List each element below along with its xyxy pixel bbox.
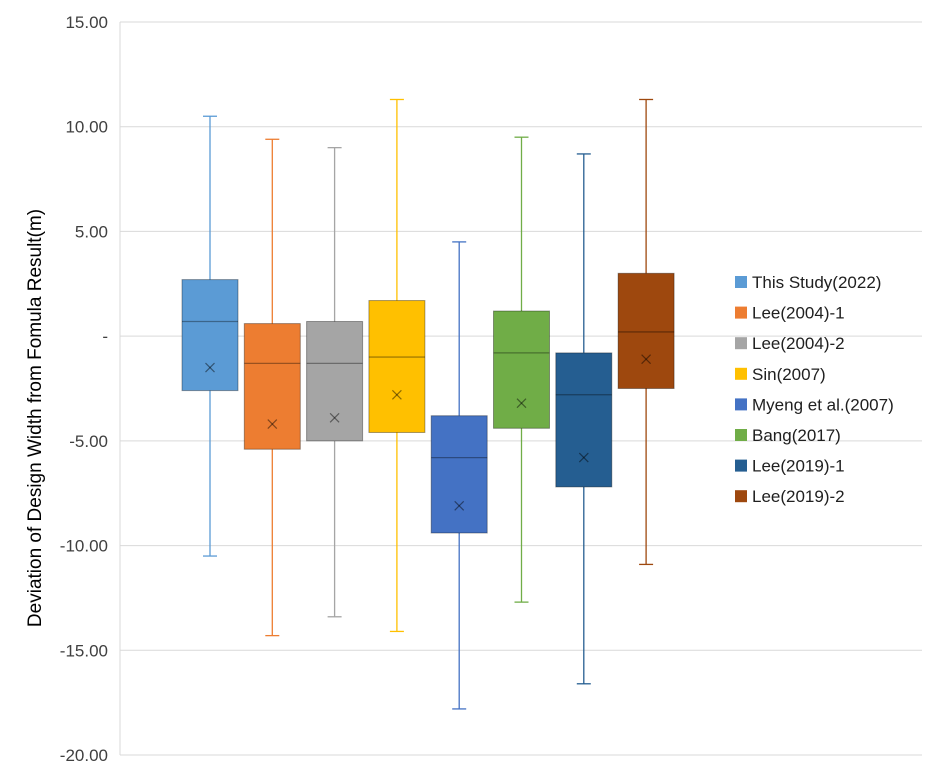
legend-swatch: [735, 337, 747, 350]
box-5: [430, 241, 488, 710]
legend-item: Lee(2019)-1: [735, 457, 845, 476]
mean-marker: [391, 389, 402, 400]
legend-item: Myeng et al.(2007): [735, 395, 894, 414]
box-4: [368, 98, 426, 633]
legend-label: Lee(2004)-1: [752, 304, 845, 323]
box-6: [493, 136, 550, 603]
legend-label: Bang(2017): [752, 426, 841, 445]
iqr-box: [493, 310, 550, 429]
legend-label: Lee(2019)-2: [752, 487, 845, 506]
legend: This Study(2022) Lee(2004)-1 Lee(2004)-2 Si…: [735, 273, 894, 506]
legend-label: Myeng et al.(2007): [752, 395, 894, 414]
y-axis-title: Deviation of Design Width from Fomula Re…: [25, 209, 46, 627]
iqr-box: [430, 415, 488, 534]
legend-swatch: [735, 459, 747, 472]
mean-marker: [267, 419, 278, 430]
mean-marker: [578, 452, 589, 463]
legend-label: Sin(2007): [752, 365, 826, 384]
legend-swatch: [735, 276, 747, 288]
y-tick-label: 5.00: [75, 222, 108, 241]
mean-marker: [641, 354, 652, 365]
iqr-box: [306, 320, 364, 442]
box-8: [617, 98, 675, 566]
y-axis-tick-labels: 15.00 10.00 5.00 - -5.00 -10.00 -15.00 -20.00: [60, 13, 108, 765]
legend-swatch: [735, 398, 747, 411]
iqr-box: [181, 279, 239, 392]
mean-marker: [454, 500, 465, 511]
iqr-box: [243, 323, 301, 450]
iqr-box: [555, 352, 613, 488]
legend-swatch: [735, 306, 747, 319]
y-tick-label: -15.00: [60, 641, 108, 660]
box-1: [181, 115, 239, 557]
mean-marker: [516, 398, 527, 409]
legend-label: Lee(2004)-2: [752, 334, 845, 353]
legend-item: Sin(2007): [735, 365, 826, 384]
legend-swatch: [735, 367, 747, 380]
legend-item: Lee(2019)-2: [735, 487, 845, 506]
legend-label: Lee(2019)-1: [752, 457, 845, 476]
box-series: [181, 98, 675, 710]
mean-marker: [329, 412, 340, 423]
y-tick-label: -: [102, 327, 108, 346]
box-7: [555, 153, 613, 685]
y-tick-label: -10.00: [60, 537, 108, 556]
y-tick-label: -20.00: [60, 746, 108, 765]
legend-swatch: [735, 490, 747, 503]
iqr-box: [368, 300, 426, 433]
y-tick-label: -5.00: [69, 432, 108, 451]
y-tick-label: 15.00: [65, 13, 108, 32]
mean-marker: [205, 362, 215, 373]
legend-item: Lee(2004)-1: [735, 304, 845, 323]
iqr-box: [617, 272, 675, 390]
y-tick-label: 10.00: [65, 118, 108, 137]
legend-swatch: [735, 429, 747, 441]
legend-item: This Study(2022): [735, 273, 881, 292]
legend-label: This Study(2022): [752, 273, 881, 292]
legend-item: Bang(2017): [735, 426, 841, 445]
legend-item: Lee(2004)-2: [735, 334, 845, 353]
box-3: [306, 147, 364, 618]
box-2: [243, 138, 301, 637]
